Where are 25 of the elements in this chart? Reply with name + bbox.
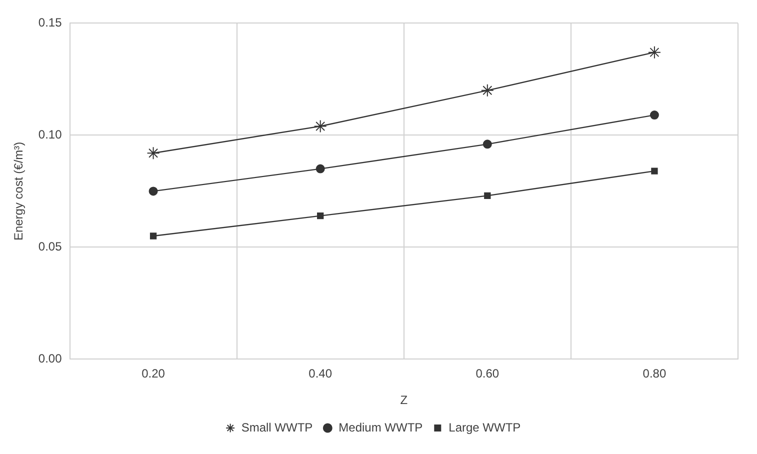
legend-label: Medium WWTP [338,420,423,434]
y-axis-title: Energy cost (€/m³) [12,142,26,241]
point [317,212,324,220]
point [148,186,158,196]
point [648,46,661,59]
point [316,164,325,174]
x-axis-title: Z [400,393,408,408]
y-tick-label: 0.10 [38,128,62,142]
x-tick-label: 0.20 [142,366,166,381]
legend-label: Large WWTP [448,420,521,434]
point [482,140,492,149]
x-tick-label: 0.60 [476,366,500,381]
y-tick-label: 0.00 [38,352,62,366]
x-tick-label: 0.40 [308,366,332,381]
point [484,192,491,200]
point [146,146,160,160]
point [314,120,327,133]
y-tick-label: 0.15 [38,16,62,30]
y-tick-label: 0.05 [38,240,62,254]
legend-label: Small WWTP [241,420,313,434]
point [480,84,494,97]
point [650,110,659,120]
point [651,168,658,174]
point [150,232,157,240]
x-tick-label: 0.80 [642,366,666,381]
